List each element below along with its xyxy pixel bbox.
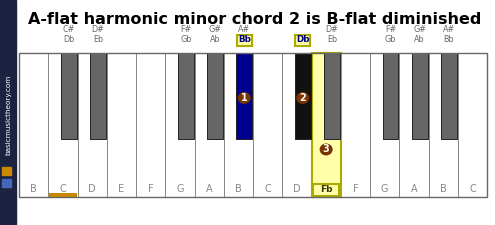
Text: A-flat harmonic minor chord 2 is B-flat diminished: A-flat harmonic minor chord 2 is B-flat …	[28, 12, 482, 27]
Text: 3: 3	[323, 144, 330, 155]
Text: G: G	[176, 184, 184, 194]
Bar	[412, 53, 428, 140]
Text: Ab: Ab	[414, 36, 425, 45]
Bar	[48, 53, 78, 197]
Text: D: D	[88, 184, 96, 194]
Bar	[341, 53, 370, 197]
Bar	[295, 34, 310, 45]
Bar	[370, 53, 399, 197]
Text: Bb: Bb	[238, 36, 250, 45]
Text: 1: 1	[241, 93, 248, 103]
Bar	[441, 53, 457, 140]
Text: B: B	[440, 184, 446, 194]
Text: C: C	[469, 184, 476, 194]
Text: E: E	[118, 184, 124, 194]
Ellipse shape	[238, 92, 251, 104]
Text: F#: F#	[180, 25, 192, 34]
Text: C: C	[264, 184, 271, 194]
Bar	[224, 53, 253, 197]
Text: basicmusictheory.com: basicmusictheory.com	[5, 75, 11, 155]
Text: Ab: Ab	[210, 36, 220, 45]
Bar	[61, 53, 77, 140]
Text: C#: C#	[62, 25, 75, 34]
Text: A: A	[206, 184, 212, 194]
Bar	[0, 0, 16, 225]
Text: D#: D#	[326, 25, 339, 34]
Text: G#: G#	[208, 25, 221, 34]
Text: 2: 2	[299, 93, 306, 103]
Bar	[207, 53, 223, 140]
Bar	[90, 53, 106, 140]
Bar	[399, 53, 429, 197]
Text: D#: D#	[92, 25, 104, 34]
Bar	[313, 184, 339, 196]
Ellipse shape	[320, 144, 333, 155]
Text: G#: G#	[413, 25, 426, 34]
Bar	[2, 179, 11, 187]
Text: D: D	[293, 184, 300, 194]
Text: Db: Db	[296, 36, 309, 45]
Bar	[107, 53, 136, 197]
Text: Gb: Gb	[385, 36, 396, 45]
Text: Fb: Fb	[320, 185, 332, 194]
Text: F: F	[352, 184, 358, 194]
Text: A#: A#	[443, 25, 455, 34]
Bar	[49, 193, 77, 197]
Bar	[19, 53, 487, 197]
Bar	[311, 53, 341, 197]
Text: G: G	[381, 184, 389, 194]
Bar	[236, 53, 252, 140]
Text: Db: Db	[63, 36, 74, 45]
Bar	[429, 53, 458, 197]
Text: F: F	[148, 184, 153, 194]
Bar	[178, 53, 194, 140]
Bar	[2, 167, 11, 175]
Text: Gb: Gb	[180, 36, 192, 45]
Text: Bb: Bb	[444, 36, 454, 45]
Bar	[295, 53, 311, 140]
Bar	[383, 53, 398, 140]
Ellipse shape	[296, 92, 309, 104]
Text: Eb: Eb	[93, 36, 103, 45]
Text: Eb: Eb	[327, 36, 337, 45]
Bar	[458, 53, 487, 197]
Bar	[311, 53, 341, 197]
Bar	[165, 53, 195, 197]
Text: A#: A#	[238, 25, 250, 34]
Bar	[237, 34, 252, 45]
Text: F#: F#	[385, 25, 396, 34]
Bar	[19, 53, 48, 197]
Bar	[78, 53, 107, 197]
Text: C: C	[59, 184, 66, 194]
Bar	[136, 53, 165, 197]
Bar	[282, 53, 311, 197]
Bar	[195, 53, 224, 197]
Bar	[253, 53, 282, 197]
Text: B: B	[235, 184, 242, 194]
Text: A: A	[410, 184, 417, 194]
Text: B: B	[30, 184, 37, 194]
Bar	[324, 53, 340, 140]
